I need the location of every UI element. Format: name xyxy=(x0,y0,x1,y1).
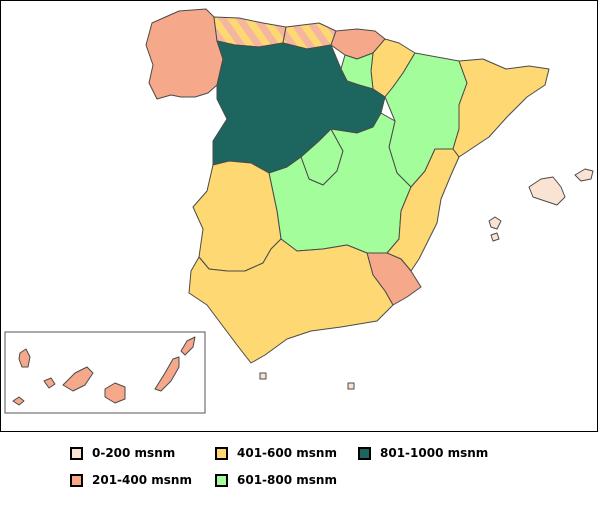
region-valencia[interactable] xyxy=(386,148,460,272)
island-menorca[interactable] xyxy=(574,168,594,182)
legend-swatch-801-1000 xyxy=(358,446,371,460)
island-formentera[interactable] xyxy=(490,232,500,242)
legend-swatch-201-400 xyxy=(70,473,83,487)
legend-label-401-600: 401-600 msnm xyxy=(237,446,337,460)
region-andalusia[interactable] xyxy=(188,238,394,364)
legend: 0-200 msnm 401-600 msnm 801-1000 msnm 20… xyxy=(0,440,600,500)
legend-swatch-0-200 xyxy=(70,446,83,460)
legend-swatch-401-600 xyxy=(215,446,228,460)
spain-altitude-map xyxy=(4,8,594,414)
region-galicia[interactable] xyxy=(145,8,224,100)
city-melilla[interactable] xyxy=(347,382,355,390)
region-catalonia[interactable] xyxy=(452,58,550,158)
city-ceuta[interactable] xyxy=(259,372,267,380)
legend-label-0-200: 0-200 msnm xyxy=(92,446,176,460)
island-tenerife[interactable] xyxy=(62,366,94,392)
island-la-palma[interactable] xyxy=(18,348,31,368)
island-fuerteventura[interactable] xyxy=(154,356,180,392)
island-lanzarote[interactable] xyxy=(180,336,196,356)
legend-label-601-800: 601-800 msnm xyxy=(237,473,337,487)
legend-item-201-400: 201-400 msnm xyxy=(70,473,192,487)
island-mallorca[interactable] xyxy=(528,176,566,206)
island-la-gomera[interactable] xyxy=(43,377,56,389)
legend-item-601-800: 601-800 msnm xyxy=(215,473,337,487)
legend-swatch-601-800 xyxy=(215,473,228,487)
island-ibiza[interactable] xyxy=(488,216,502,230)
legend-label-201-400: 201-400 msnm xyxy=(92,473,192,487)
island-gran-canaria[interactable] xyxy=(104,382,126,404)
legend-item-801-1000: 801-1000 msnm xyxy=(358,446,488,460)
island-el-hierro[interactable] xyxy=(12,396,25,406)
legend-item-401-600: 401-600 msnm xyxy=(215,446,337,460)
legend-item-0-200: 0-200 msnm xyxy=(70,446,175,460)
legend-label-801-1000: 801-1000 msnm xyxy=(380,446,489,460)
map-frame xyxy=(0,0,598,432)
